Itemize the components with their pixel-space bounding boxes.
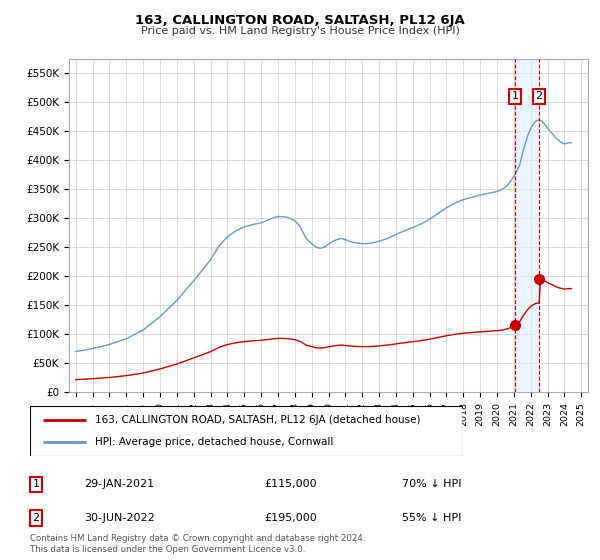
- Text: 2: 2: [32, 513, 40, 523]
- Text: 2: 2: [536, 91, 542, 101]
- Bar: [515, 59, 539, 392]
- Text: Price paid vs. HM Land Registry's House Price Index (HPI): Price paid vs. HM Land Registry's House …: [140, 26, 460, 36]
- Text: 55% ↓ HPI: 55% ↓ HPI: [402, 513, 461, 523]
- Text: £195,000: £195,000: [264, 513, 317, 523]
- Text: 70% ↓ HPI: 70% ↓ HPI: [402, 479, 461, 489]
- FancyBboxPatch shape: [30, 406, 462, 456]
- Text: 163, CALLINGTON ROAD, SALTASH, PL12 6JA: 163, CALLINGTON ROAD, SALTASH, PL12 6JA: [135, 14, 465, 27]
- Text: £115,000: £115,000: [264, 479, 317, 489]
- Text: 30-JUN-2022: 30-JUN-2022: [84, 513, 155, 523]
- Text: 1: 1: [32, 479, 40, 489]
- Text: Contains HM Land Registry data © Crown copyright and database right 2024.
This d: Contains HM Land Registry data © Crown c…: [30, 534, 365, 554]
- Text: HPI: Average price, detached house, Cornwall: HPI: Average price, detached house, Corn…: [95, 437, 333, 447]
- Text: 1: 1: [512, 91, 519, 101]
- Text: 163, CALLINGTON ROAD, SALTASH, PL12 6JA (detached house): 163, CALLINGTON ROAD, SALTASH, PL12 6JA …: [95, 415, 420, 425]
- Text: 29-JAN-2021: 29-JAN-2021: [84, 479, 154, 489]
